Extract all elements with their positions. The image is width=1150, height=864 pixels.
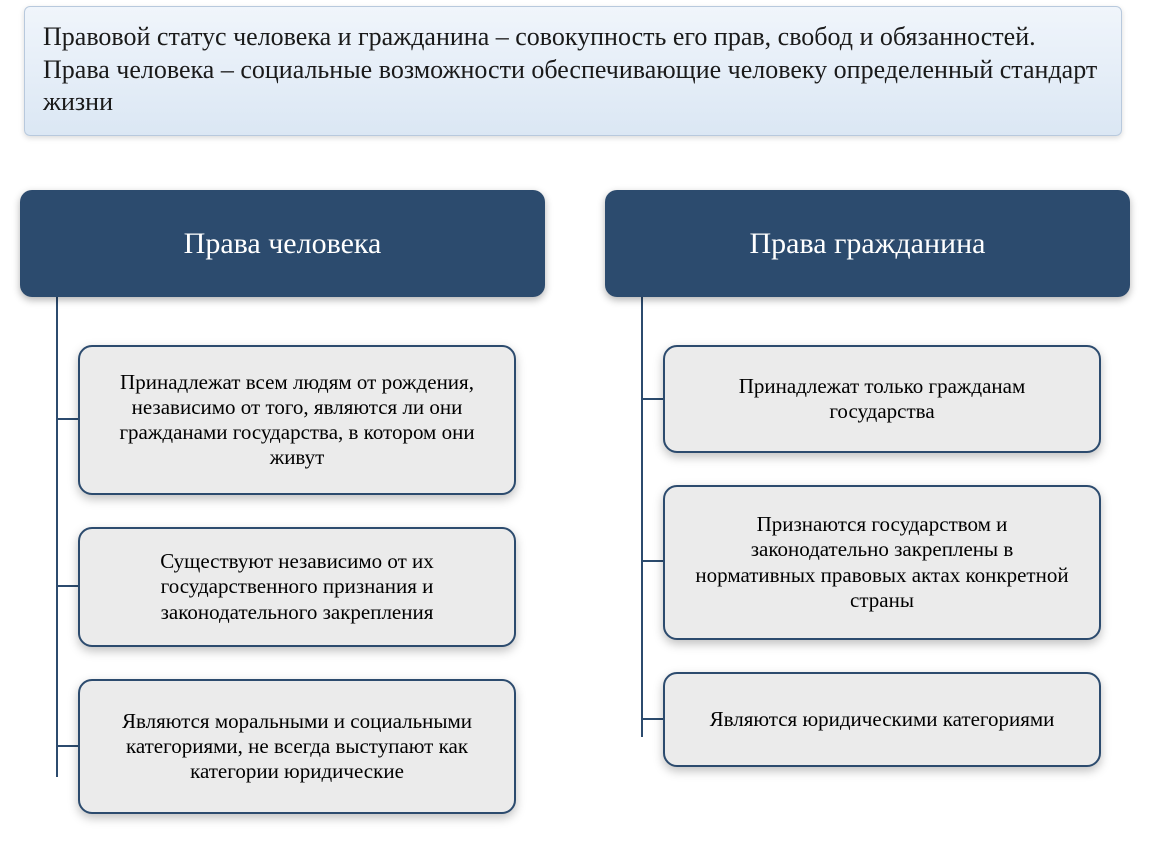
item-text: Принадлежат только гражданам государства bbox=[693, 374, 1071, 424]
connector-horiz-left-0 bbox=[56, 418, 78, 420]
item-box-right-0: Принадлежат только гражданам государства bbox=[663, 345, 1101, 453]
item-box-left-0: Принадлежат всем людям от рождения, неза… bbox=[78, 345, 516, 495]
connector-horiz-left-1 bbox=[56, 585, 78, 587]
item-text: Существуют независимо от их государствен… bbox=[108, 549, 486, 625]
column-right: Права гражданина Принадлежат только граж… bbox=[605, 190, 1130, 814]
item-box-right-1: Признаются государством и законодательно… bbox=[663, 485, 1101, 640]
column-left-header: Права человека bbox=[20, 190, 545, 297]
connector-horiz-right-2 bbox=[641, 718, 663, 720]
columns-container: Права человека Принадлежат всем людям от… bbox=[20, 190, 1130, 814]
connector-horiz-right-0 bbox=[641, 398, 663, 400]
item-text: Признаются государством и законодательно… bbox=[693, 512, 1071, 613]
item-box-left-1: Существуют независимо от их государствен… bbox=[78, 527, 516, 647]
connector-horiz-left-2 bbox=[56, 745, 78, 747]
column-right-header-text: Права гражданина bbox=[750, 227, 986, 261]
connector-horiz-right-1 bbox=[641, 560, 663, 562]
definition-box: Правовой статус человека и гражданина – … bbox=[24, 6, 1122, 136]
column-right-header: Права гражданина bbox=[605, 190, 1130, 297]
item-text: Являются моральными и социальными катего… bbox=[108, 709, 486, 785]
connector-vert-right bbox=[641, 297, 643, 737]
item-box-left-2: Являются моральными и социальными катего… bbox=[78, 679, 516, 814]
column-left: Права человека Принадлежат всем людям от… bbox=[20, 190, 545, 814]
item-text: Являются юридическими категориями bbox=[710, 707, 1055, 732]
item-box-right-2: Являются юридическими категориями bbox=[663, 672, 1101, 767]
connector-vert-left bbox=[56, 297, 58, 777]
column-left-header-text: Права человека bbox=[184, 227, 382, 261]
item-text: Принадлежат всем людям от рождения, неза… bbox=[108, 370, 486, 471]
definition-line-2: Права человека – социальные возможности … bbox=[43, 55, 1097, 117]
definition-line-1: Правовой статус человека и гражданина – … bbox=[43, 22, 1036, 51]
